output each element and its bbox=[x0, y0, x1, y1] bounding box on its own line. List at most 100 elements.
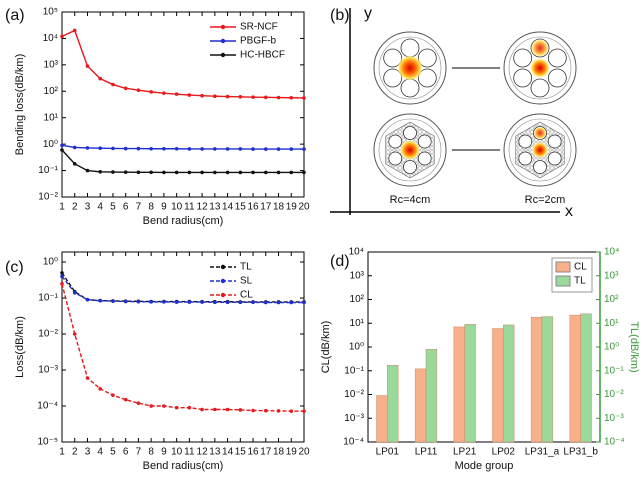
x-tick-label: 13 bbox=[209, 447, 221, 458]
legend-marker bbox=[220, 264, 226, 270]
fiber-jacket bbox=[508, 36, 572, 100]
y-tick-label: 10² bbox=[350, 294, 365, 305]
data-point bbox=[213, 407, 217, 412]
series-line bbox=[61, 275, 304, 304]
bar bbox=[530, 316, 543, 443]
x-tick-label: 2 bbox=[72, 202, 78, 213]
data-point bbox=[72, 145, 77, 150]
bar bbox=[425, 349, 438, 443]
y-tick-label: 10⁴ bbox=[349, 247, 364, 258]
y-tick-label: 10³ bbox=[44, 59, 59, 70]
data-point bbox=[174, 92, 179, 96]
capillary bbox=[417, 151, 432, 166]
fiber-drawings bbox=[373, 31, 577, 187]
capillary bbox=[403, 126, 417, 140]
y-tick-label: 10⁻⁴ bbox=[37, 401, 58, 412]
legend-label: CL bbox=[574, 262, 587, 273]
data-point bbox=[98, 298, 103, 303]
mode-field bbox=[532, 142, 548, 158]
capillary bbox=[513, 48, 533, 68]
data-point bbox=[60, 148, 64, 152]
data-point bbox=[60, 143, 64, 148]
x-tick-label: 5 bbox=[110, 447, 116, 458]
data-point bbox=[276, 147, 281, 151]
y-axis-label: Loss(dB/km) bbox=[14, 316, 26, 378]
bar bbox=[492, 328, 504, 443]
bar bbox=[503, 324, 515, 443]
data-point bbox=[200, 300, 204, 304]
capillary bbox=[417, 48, 437, 68]
series-line bbox=[61, 149, 304, 174]
x-tick-label: 16 bbox=[247, 202, 259, 213]
data-point bbox=[123, 397, 128, 402]
data-point bbox=[162, 300, 166, 304]
data-point bbox=[263, 147, 268, 151]
y-tick-label: 10¹ bbox=[44, 112, 59, 123]
x-tick-label: LP31_b bbox=[563, 447, 598, 458]
data-point bbox=[72, 28, 77, 33]
x-tick-label: 1 bbox=[59, 447, 65, 458]
data-point bbox=[289, 95, 294, 100]
data-point bbox=[162, 170, 166, 175]
x-tick-label: 12 bbox=[197, 202, 209, 213]
x-tick-label: LP11 bbox=[415, 447, 438, 458]
data-point bbox=[276, 170, 281, 175]
y-tick-label: 10⁻⁵ bbox=[37, 437, 58, 448]
data-point bbox=[98, 146, 103, 151]
data-point bbox=[225, 147, 230, 151]
fiber-jacket bbox=[378, 118, 442, 182]
capillary bbox=[383, 48, 403, 68]
data-point bbox=[60, 274, 64, 279]
data-point bbox=[72, 162, 77, 166]
data-point bbox=[187, 170, 192, 175]
y-tick-label: 10⁰ bbox=[349, 342, 364, 353]
caption: Rc=2cm bbox=[525, 194, 566, 206]
capillary bbox=[417, 134, 432, 149]
data-point bbox=[98, 76, 103, 81]
x-tick-label: 16 bbox=[247, 447, 259, 458]
x-axis-label: Bend radius(cm) bbox=[143, 215, 224, 227]
y-tick-label: 10⁻² bbox=[344, 389, 364, 400]
data-point bbox=[111, 393, 115, 397]
y-tick-label: 10⁴ bbox=[43, 33, 58, 44]
x-tick-label: 6 bbox=[123, 447, 129, 458]
x-tick-label: 2 bbox=[72, 447, 78, 458]
capillary bbox=[518, 134, 533, 149]
data-point bbox=[200, 407, 204, 412]
x-tick-label: 20 bbox=[298, 447, 310, 458]
bar bbox=[453, 326, 465, 443]
capillary bbox=[388, 151, 403, 166]
data-point bbox=[302, 96, 306, 100]
legend-label: HC-HBCF bbox=[240, 50, 285, 61]
x-tick-label: 3 bbox=[85, 202, 91, 213]
legend-marker bbox=[220, 24, 226, 30]
y-tick-label: 10⁻² bbox=[38, 329, 58, 340]
data-point bbox=[213, 147, 217, 151]
x-tick-label: 1 bbox=[59, 202, 65, 213]
y2-tick-label: 10⁻⁴ bbox=[604, 437, 625, 448]
data-point bbox=[289, 409, 294, 413]
data-point bbox=[213, 94, 217, 99]
y2-tick-label: 10⁻² bbox=[604, 389, 624, 400]
data-point bbox=[225, 300, 230, 305]
legend-swatch bbox=[555, 261, 571, 273]
data-point bbox=[162, 91, 166, 95]
data-point bbox=[289, 170, 294, 175]
data-point bbox=[123, 146, 128, 151]
data-point bbox=[200, 93, 204, 98]
legend-marker bbox=[220, 52, 226, 58]
data-point bbox=[302, 409, 306, 413]
y2-tick-label: 10⁰ bbox=[604, 342, 619, 353]
y-tick-label: 10² bbox=[44, 86, 59, 97]
x-tick-label: 13 bbox=[209, 202, 221, 213]
data-point bbox=[123, 170, 128, 174]
data-point bbox=[225, 170, 230, 175]
data-point bbox=[200, 147, 204, 151]
data-point bbox=[187, 93, 192, 97]
y-tick-label: 10³ bbox=[350, 270, 365, 281]
y-tick-label: 10⁻¹ bbox=[38, 293, 58, 304]
y-axis-label: CL(dB/km) bbox=[320, 321, 332, 374]
data-point bbox=[85, 146, 90, 150]
data-point bbox=[238, 300, 243, 305]
